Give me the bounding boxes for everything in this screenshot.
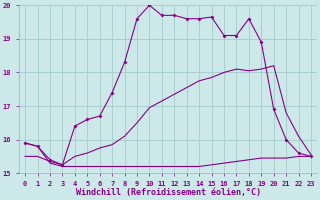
X-axis label: Windchill (Refroidissement éolien,°C): Windchill (Refroidissement éolien,°C) (76, 188, 260, 197)
